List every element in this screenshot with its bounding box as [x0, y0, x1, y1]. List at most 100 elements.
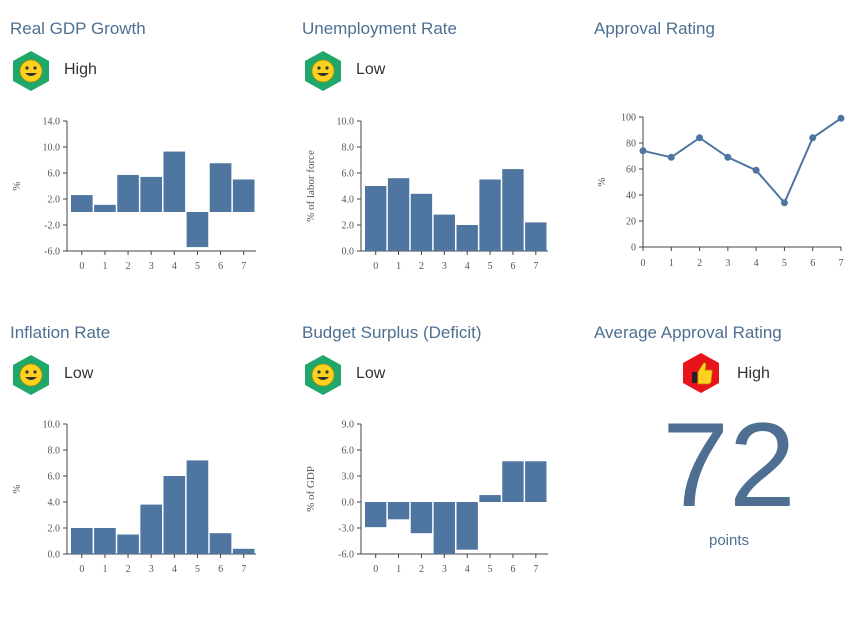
- x-tick-label: 7: [241, 564, 246, 575]
- status-label: High: [64, 61, 97, 78]
- x-tick-label: 0: [373, 564, 378, 575]
- bar: [163, 151, 186, 212]
- y-tick-label: -3.0: [338, 524, 354, 535]
- x-tick-label: 1: [669, 258, 674, 269]
- y-tick-label: 60: [626, 165, 636, 176]
- y-tick-label: 20: [626, 217, 636, 228]
- bar: [117, 174, 139, 212]
- data-point: [696, 134, 704, 142]
- panel-approval: Approval Rating: [584, 0, 868, 300]
- panel-gdp: Real GDP Growth High: [0, 0, 290, 300]
- y-tick-label: 2.0: [342, 221, 355, 232]
- x-tick-label: 0: [641, 258, 646, 269]
- status-label: Low: [356, 61, 386, 78]
- data-point: [667, 153, 675, 161]
- data-point: [837, 114, 845, 122]
- y-tick-label: 8.0: [342, 143, 355, 154]
- x-tick-label: 2: [419, 261, 424, 272]
- y-tick-label: 80: [626, 139, 636, 150]
- panel-title: Unemployment Rate: [302, 19, 457, 38]
- x-tick-label: 3: [725, 258, 730, 269]
- y-tick-label: 8.0: [48, 446, 61, 457]
- series-line: [642, 117, 842, 205]
- data-point: [724, 153, 732, 161]
- x-tick-label: 0: [373, 261, 378, 272]
- x-tick-label: 6: [218, 261, 223, 272]
- x-tick-label: 4: [172, 564, 177, 575]
- x-tick-label: 5: [195, 564, 200, 575]
- bar: [232, 548, 255, 554]
- bar: [140, 504, 162, 554]
- panel-title: Approval Rating: [594, 19, 715, 38]
- bar: [479, 495, 501, 502]
- x-tick-label: 7: [241, 261, 246, 272]
- charts-layer: -6.0-2.02.06.010.014.0%0 1 2 3 4 5 6 70.02.04.0…: [11, 113, 845, 575]
- y-tick-label: 6.0: [48, 472, 61, 483]
- x-tick-label: 4: [172, 261, 177, 272]
- data-point: [780, 199, 788, 207]
- bar: [186, 212, 209, 248]
- chart-budget: -6.0 -3.0 0.0 3.0 6.0 9.0 % of GDP 0 1 2 3 4 5 6 7: [305, 420, 548, 575]
- bar: [502, 461, 524, 502]
- y-axis-title: % of GDP: [305, 466, 317, 512]
- x-tick-label: 7: [533, 564, 538, 575]
- bar: [186, 460, 209, 554]
- x-tick-label: 7: [533, 261, 538, 272]
- x-tick-label: 4: [465, 261, 470, 272]
- bar: [456, 225, 478, 251]
- data-point: [639, 147, 647, 155]
- panel-budget: Budget Surplus (Deficit) Low: [292, 304, 582, 604]
- bar: [71, 528, 93, 554]
- y-tick-label: 3.0: [342, 472, 355, 483]
- bar: [433, 502, 455, 554]
- x-tick-label: 5: [782, 258, 787, 269]
- bar: [232, 179, 255, 212]
- y-tick-label: 10.0: [337, 117, 355, 128]
- panel-title: Budget Surplus (Deficit): [302, 323, 482, 342]
- y-axis-title: %: [11, 484, 23, 493]
- status-label: Low: [356, 365, 386, 382]
- bar: [525, 222, 547, 251]
- bar: [163, 476, 186, 554]
- y-tick-label: 6.0: [342, 169, 355, 180]
- y-tick-label: 2.0: [48, 195, 61, 206]
- bar: [410, 502, 433, 534]
- bar: [209, 163, 232, 212]
- x-tick-label: 3: [149, 261, 154, 272]
- y-axis-title: %: [11, 181, 23, 190]
- x-tick-label: 6: [810, 258, 815, 269]
- y-tick-label: -6.0: [338, 550, 354, 561]
- x-tick-label: 2: [126, 261, 131, 272]
- x-tick-label: 2: [419, 564, 424, 575]
- x-tick-label: 6: [510, 261, 515, 272]
- y-tick-label: 0.0: [48, 550, 61, 561]
- y-tick-label: 0: [631, 243, 636, 254]
- bar: [387, 502, 410, 520]
- chart-approval: 0 20 40 60 80 100% 0 1 2 3 4 5 6 7: [596, 113, 845, 269]
- x-tick-label: 2: [126, 564, 131, 575]
- bar: [479, 179, 501, 251]
- x-tick-label: 5: [195, 261, 200, 272]
- x-tick-label: 6: [218, 564, 223, 575]
- panel-inflation: Inflation Rate Low: [0, 304, 290, 604]
- y-tick-label: 14.0: [43, 117, 61, 128]
- x-tick-label: 1: [102, 261, 107, 272]
- bar: [502, 169, 524, 251]
- bar: [140, 176, 162, 212]
- panel-unemployment: Unemployment Rate Low: [292, 0, 582, 300]
- chart-unemployment: 0.0 2.0 4.0 6.0 8.0 10.0 % of labor force 0 1 2 3 4…: [305, 117, 548, 272]
- y-tick-label: 6.0: [342, 446, 355, 457]
- x-tick-label: 0: [79, 564, 84, 575]
- y-axis-title: % of labor force: [305, 150, 317, 222]
- x-tick-label: 1: [102, 564, 107, 575]
- data-point: [809, 134, 817, 142]
- x-tick-label: 6: [510, 564, 515, 575]
- bar: [365, 186, 387, 251]
- status-label: High: [737, 365, 770, 382]
- average-approval-value: 72: [662, 398, 796, 532]
- x-tick-label: 1: [396, 564, 401, 575]
- y-tick-label: 2.0: [48, 524, 61, 535]
- bar: [71, 195, 93, 212]
- panel-title: Inflation Rate: [10, 323, 111, 342]
